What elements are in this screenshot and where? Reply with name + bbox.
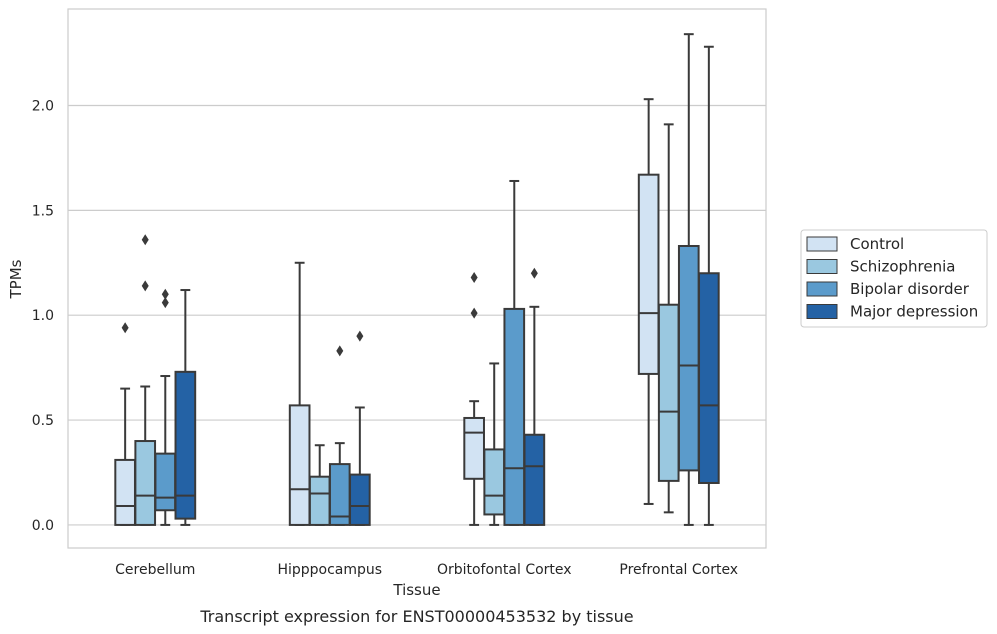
box-orbitofontal-cortex-bipolar-disorder [503, 179, 526, 526]
x-tick-label: Cerebellum [115, 562, 195, 578]
box-iqr [657, 303, 680, 482]
legend-swatch [806, 259, 838, 274]
box-prefrontal-cortex-schizophrenia [657, 123, 680, 514]
box-cerebellum-control [114, 322, 136, 526]
chart-caption: Transcript expression for ENST0000045353… [199, 607, 633, 626]
x-tick-label: Prefrontal Cortex [619, 562, 738, 578]
box-orbitofontal-cortex-major-depression [523, 267, 546, 526]
legend-label: Major depression [850, 303, 978, 321]
box-iqr [134, 440, 157, 526]
box-iqr [503, 307, 526, 526]
outlier-point [336, 345, 344, 357]
box-hipppocampus-bipolar-disorder [328, 345, 351, 526]
legend-label: Bipolar disorder [850, 280, 970, 298]
box-prefrontal-cortex-bipolar-disorder [677, 33, 700, 526]
legend-swatch [806, 236, 838, 252]
box-orbitofontal-cortex-schizophrenia [483, 362, 506, 526]
x-tick-label: Hipppocampus [277, 562, 382, 578]
y-tick-label: 1.0 [32, 308, 54, 324]
box-orbitofontal-cortex-control [463, 271, 485, 526]
box-iqr [523, 433, 546, 526]
box-cerebellum-schizophrenia [134, 234, 157, 526]
legend: Control Schizophrenia Bipolar disorder Majo… [800, 229, 988, 328]
outlier-point [141, 280, 149, 292]
box-iqr [698, 272, 720, 484]
outlier-point [141, 234, 149, 246]
box-iqr [288, 404, 311, 526]
legend-swatch [806, 281, 838, 297]
legend-label: Schizophrenia [850, 258, 955, 276]
legend-swatch [806, 304, 838, 319]
plot-area-frame [67, 8, 767, 549]
x-tick-label: Orbitofontal Cortex [437, 562, 572, 578]
box-prefrontal-cortex-control [637, 98, 660, 505]
y-tick-labels: 0.0 0.5 1.0 1.5 2.0 [32, 98, 54, 533]
outlier-point [470, 271, 478, 283]
outlier-point [470, 307, 478, 319]
box-hipppocampus-control [288, 261, 311, 526]
box-hipppocampus-major-depression [349, 330, 371, 526]
box-cerebellum-bipolar-disorder [154, 288, 177, 526]
y-tick-label: 1.5 [32, 203, 54, 219]
box-iqr [483, 448, 506, 516]
box-hipppocampus-schizophrenia [308, 444, 331, 526]
outlier-point [356, 330, 364, 342]
y-tick-label: 0.0 [32, 518, 54, 534]
outlier-point [530, 267, 538, 279]
legend-items: Control Schizophrenia Bipolar disorder Majo… [806, 235, 978, 321]
box-iqr [463, 416, 485, 480]
box-iqr [308, 475, 331, 526]
boxes [114, 33, 720, 526]
legend-frame [800, 229, 988, 328]
legend-label: Control [850, 235, 904, 253]
outlier-point [161, 297, 169, 309]
box-iqr [677, 244, 700, 472]
box-iqr [174, 370, 197, 520]
outlier-point [161, 288, 169, 300]
y-axis-title: TPMs [7, 259, 25, 299]
box-iqr [637, 173, 660, 375]
x-tick-labels: Cerebellum Hipppocampus Orbitofontal Corte… [115, 562, 738, 578]
box-prefrontal-cortex-major-depression [698, 45, 720, 526]
box-iqr [114, 458, 136, 526]
x-axis-title: Tissue [392, 581, 440, 599]
outlier-point [121, 322, 129, 334]
box-iqr [154, 452, 177, 512]
box-cerebellum-major-depression [174, 289, 197, 526]
box-iqr [349, 473, 371, 526]
y-tick-label: 0.5 [32, 413, 54, 429]
y-tick-label: 2.0 [32, 98, 54, 114]
